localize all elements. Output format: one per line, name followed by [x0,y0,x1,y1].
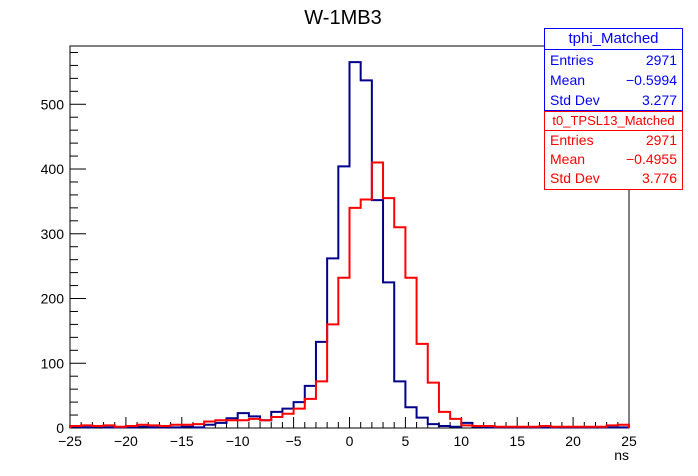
series-group [69,61,630,429]
stats-label: Mean [550,72,586,88]
stats-value: −0.4955 [626,151,677,167]
y-tick-label: 200 [41,291,65,307]
x-tick-label: 0 [346,433,354,449]
stats-label: Std Dev [550,170,600,186]
stats-label: Entries [550,52,594,68]
stats-value: 2971 [645,52,677,68]
stats-row-mean: Mean −0.4955 [545,150,682,169]
stats-row-mean: Mean −0.5994 [545,70,682,90]
stats-value: −0.5994 [626,72,677,88]
x-axis: −25 −20 −15 −10 −5 0 5 10 15 20 25 [58,417,637,449]
series-tphi_Matched [69,61,630,429]
stats-value: 3.776 [641,170,677,186]
y-tick-label: 0 [56,420,64,436]
y-tick-label: 400 [41,161,65,177]
stats-value: 2971 [645,132,677,148]
stats-label: Std Dev [550,92,600,108]
x-tick-label: 15 [509,433,525,449]
stats-title: t0_TPSL13_Matched [545,112,682,131]
stats-row-stddev: Std Dev 3.277 [545,90,682,110]
x-tick-label: −15 [170,433,194,449]
stats-title: tphi_Matched [545,29,682,50]
stats-row-entries: Entries 2971 [545,131,682,150]
x-tick-label: −25 [58,433,82,449]
x-tick-label: 25 [621,433,637,449]
stats-box-t0: t0_TPSL13_Matched Entries 2971 Mean −0.4… [544,111,683,190]
stats-label: Entries [550,132,594,148]
chart-title: W-1MB3 [304,7,381,29]
x-tick-label: −5 [286,433,302,449]
y-tick-label: 100 [41,355,65,371]
x-axis-label: ns [614,447,629,463]
stats-box-tphi: tphi_Matched Entries 2971 Mean −0.5994 S… [544,28,683,111]
stats-row-stddev: Std Dev 3.776 [545,169,682,188]
stats-row-entries: Entries 2971 [545,50,682,70]
y-tick-label: 300 [41,226,65,242]
y-tick-label: 500 [41,96,65,112]
x-tick-label: −20 [114,433,138,449]
x-tick-label: 5 [402,433,410,449]
x-tick-label: −10 [226,433,250,449]
y-axis: 0 100 200 300 400 500 [41,51,86,436]
x-tick-label: 20 [565,433,581,449]
stats-label: Mean [550,151,586,167]
x-tick-label: 10 [454,433,470,449]
series-t0_TPSL13_Matched [69,161,630,428]
stats-value: 3.277 [641,92,677,108]
